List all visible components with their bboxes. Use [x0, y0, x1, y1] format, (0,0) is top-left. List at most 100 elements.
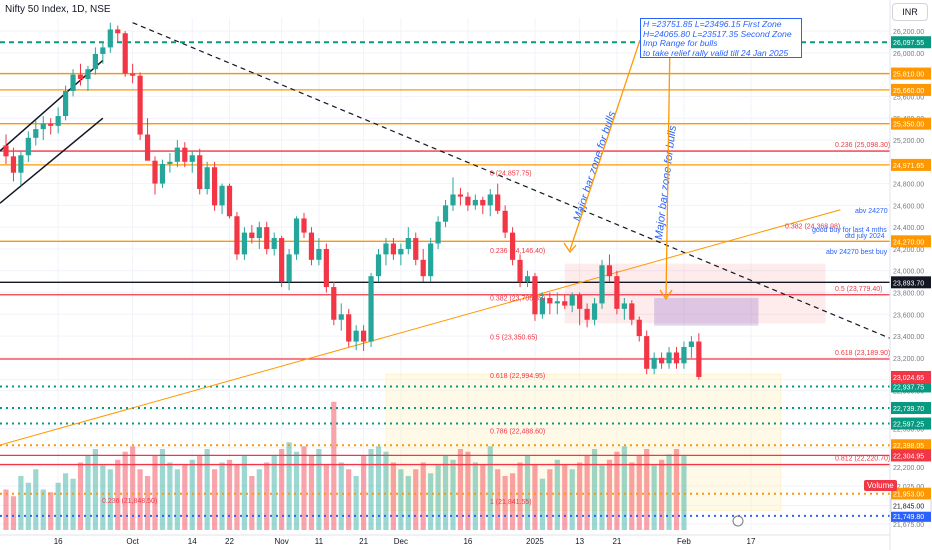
price-tick-label: 24,400.00: [893, 225, 924, 232]
volume-bar: [338, 462, 344, 530]
candle-body: [144, 134, 151, 161]
zone-annotation[interactable]: H =23751.85 L=23496.15 First Zone H=2406…: [640, 18, 802, 58]
candle-body: [361, 330, 367, 342]
volume-bar: [375, 446, 382, 530]
volume-bar: [435, 465, 441, 530]
price-tick-label: 22,550.00: [893, 427, 924, 434]
candle-body: [442, 205, 449, 222]
price-tag: [891, 36, 931, 49]
volume-bar: [92, 449, 98, 530]
fib-label: 0.236 (24,146.40): [490, 248, 545, 255]
price-tag-label: 22,398.05: [893, 443, 924, 450]
price-tick-label: 23,800.00: [893, 291, 924, 298]
volume-bar: [219, 462, 225, 530]
candle-body: [696, 341, 702, 377]
candle-body: [398, 248, 404, 255]
fib-label: 0.382 (24,368.98): [785, 224, 840, 231]
candle-body: [405, 238, 411, 249]
candle-body: [63, 90, 69, 117]
volume-bar: [450, 459, 456, 530]
price-tag: [890, 498, 932, 512]
candle-body: [241, 232, 247, 255]
candle-body: [666, 352, 672, 364]
price-tick-label: 25,200.00: [893, 138, 924, 145]
volume-bar: [636, 455, 642, 530]
volume-bar: [189, 459, 195, 530]
candle-body: [465, 196, 471, 206]
candle-body: [70, 74, 76, 91]
candle-body: [174, 147, 180, 162]
volume-bar: [167, 462, 173, 530]
candle-body: [375, 254, 382, 277]
volume-bar: [547, 469, 553, 530]
time-tick-label: 16: [463, 537, 472, 546]
time-tick-label: 14: [188, 537, 197, 546]
candle-body: [495, 194, 501, 211]
fib-label: 0.618 (22,994.95): [490, 373, 545, 380]
fib-label: 0.5 (23,350.65): [490, 334, 537, 341]
fib-label: 0.5 (23,779.40): [835, 286, 882, 293]
volume-bar: [212, 469, 218, 530]
note-text: abv 24270 best buy: [826, 249, 888, 256]
volume-bar: [256, 469, 262, 530]
time-tick-label: 16: [54, 537, 63, 546]
volume-bar: [606, 459, 613, 530]
candle-body: [85, 69, 91, 80]
volume-bar: [398, 469, 404, 530]
volume-bar: [204, 449, 210, 530]
currency-button[interactable]: INR: [892, 3, 928, 21]
candle-body: [219, 185, 225, 206]
volume-bar: [673, 449, 680, 530]
lightning-icon: [732, 515, 744, 527]
price-tag-label: 24,270.00: [893, 239, 924, 246]
price-tag-label: 23,024.65: [893, 375, 924, 382]
arrow-line: [569, 39, 641, 251]
candle-body: [547, 297, 553, 304]
time-tick-label: Nov: [275, 537, 289, 546]
candle-body: [3, 145, 9, 157]
volume-bar: [316, 449, 322, 530]
volume-bar: [502, 476, 508, 530]
price-tag-label: 25,810.00: [893, 72, 924, 79]
candle-body: [182, 147, 188, 162]
volume-bar: [457, 449, 464, 530]
candle-body: [226, 185, 233, 217]
volume-bar: [100, 465, 106, 530]
candle-body: [77, 74, 84, 80]
price-tag-label: 22,937.75: [893, 384, 924, 391]
candle-body: [554, 301, 560, 304]
volume-bar: [353, 476, 359, 530]
fib-label: 0 (24,857.75): [490, 170, 532, 177]
trend-line: [132, 22, 891, 339]
price-tag: [891, 370, 931, 383]
candle-body: [137, 75, 143, 135]
candle-body: [204, 167, 210, 190]
volume-bar: [651, 465, 657, 530]
chart-title: Nifty 50 Index, 1D, NSE: [5, 4, 111, 15]
volume-bar: [405, 476, 411, 530]
candle-body: [10, 156, 17, 173]
volume-bar: [644, 449, 650, 530]
candle-body: [152, 160, 158, 184]
price-tick-label: 21,675.00: [893, 522, 924, 529]
price-tick-label: 24,800.00: [893, 182, 924, 189]
volume-bar: [107, 469, 113, 530]
candle-body: [48, 123, 54, 126]
volume-bar: [480, 465, 486, 530]
candle-body: [293, 218, 300, 255]
volume-bar: [659, 459, 665, 530]
candle-body: [487, 194, 493, 206]
candle-body: [92, 53, 98, 70]
volume-bar: [286, 442, 292, 530]
arrow-head: [563, 242, 577, 254]
price-tag: [891, 67, 931, 80]
volume-bar: [10, 496, 17, 530]
volume-bar: [152, 455, 158, 530]
fib-label: 0.786 (22,488.60): [490, 428, 545, 435]
volume-bar: [554, 459, 560, 530]
fib-label: 0.236 (21,848.50): [102, 498, 157, 505]
volume-bar: [18, 476, 24, 530]
zone-rect: [654, 297, 759, 326]
volume-bar: [428, 473, 434, 530]
